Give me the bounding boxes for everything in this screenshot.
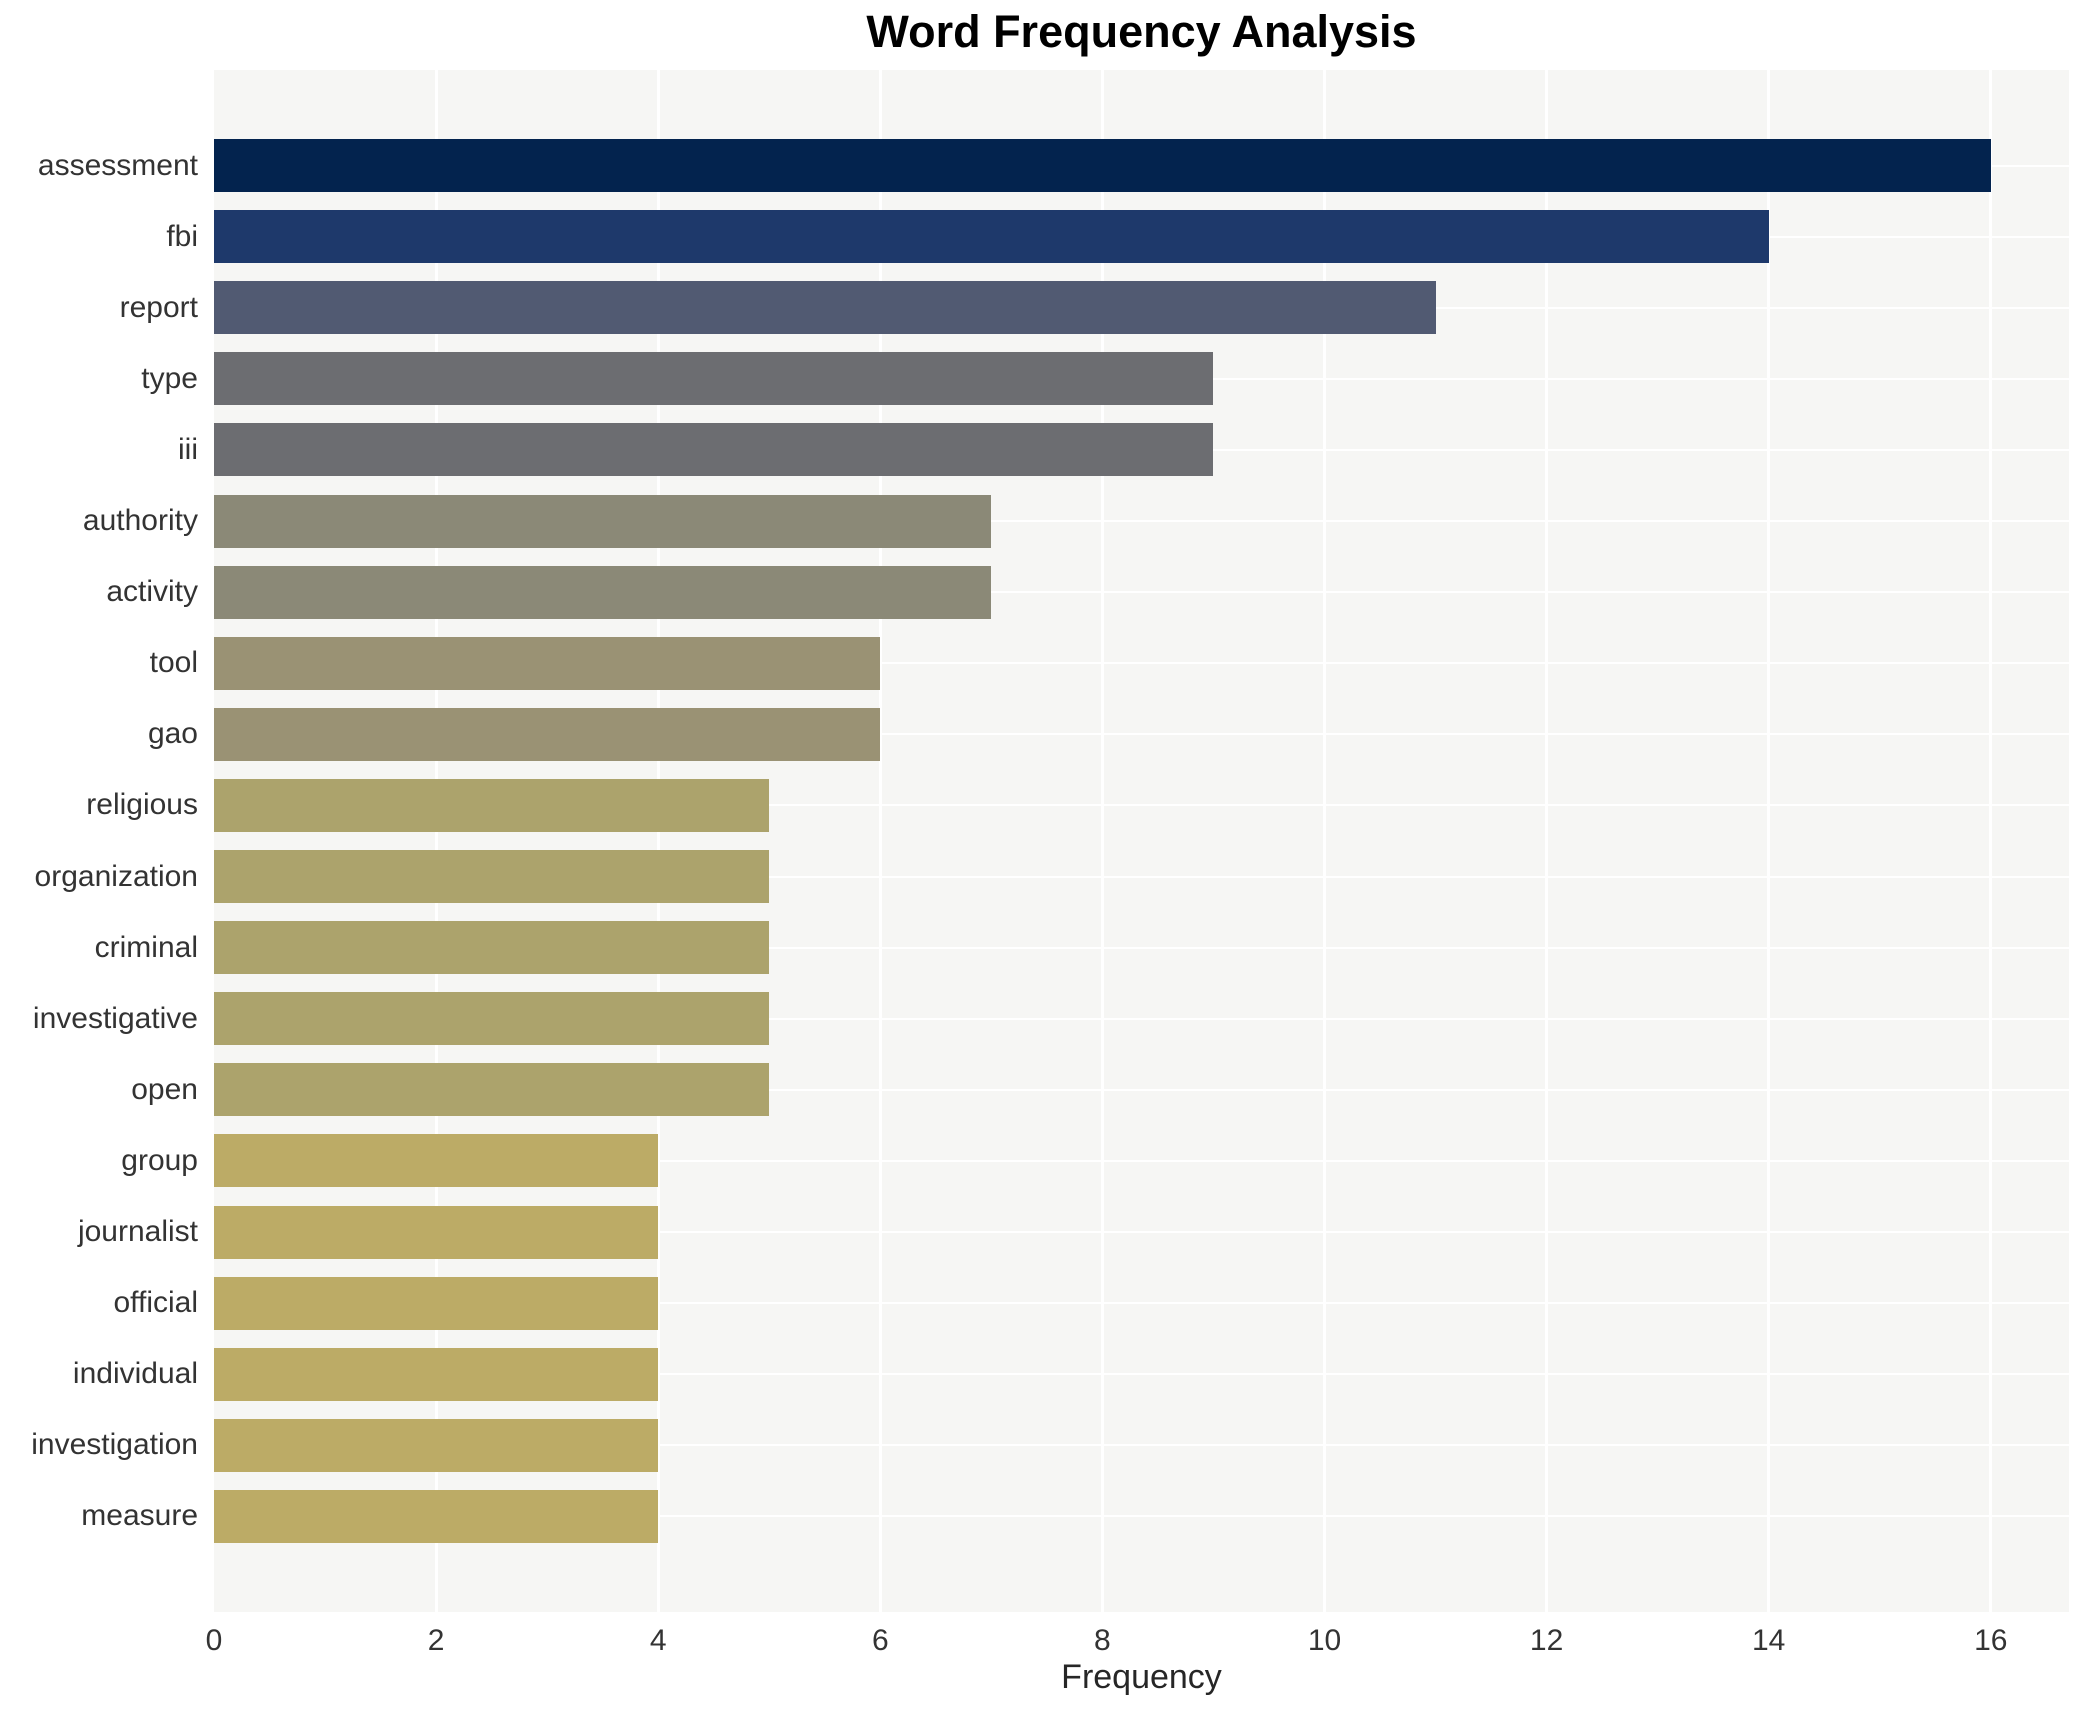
plot-panel [214,70,2069,1612]
category-label-activity: activity [106,575,198,609]
category-label-open: open [131,1072,198,1106]
gridline-horizontal [214,1515,2069,1518]
gridline-vertical [1989,70,1993,1612]
category-label-assessment: assessment [37,148,198,182]
bar-fbi [214,210,1769,264]
gridline-horizontal [214,591,2069,594]
bar-gao [214,707,881,761]
gridline-vertical [878,70,882,1612]
gridline-horizontal [214,520,2069,522]
gridline-vertical [1323,70,1326,1612]
gridline-vertical [434,70,438,1612]
gridline-horizontal [214,662,2069,665]
bar-measure [214,1489,659,1543]
category-label-organization: organization [34,859,198,893]
gridline-vertical [656,70,660,1612]
gridline-horizontal [214,1231,2069,1233]
bar-group [214,1134,659,1188]
bar-iii [214,423,1214,477]
bar-investigation [214,1418,659,1472]
x-tick-label: 2 [427,1624,445,1657]
gridline-horizontal [214,804,2069,807]
category-label-tool: tool [149,646,198,680]
x-tick-label: 10 [1307,1624,1342,1657]
x-tick-label: 8 [1094,1624,1111,1657]
gridline-horizontal [214,1017,2069,1020]
category-label-iii: iii [178,432,198,466]
bar-individual [214,1347,659,1401]
category-label-authority: authority [82,504,198,537]
x-tick-label: 4 [649,1624,667,1657]
category-label-measure: measure [81,1499,198,1533]
x-tick-label: 14 [1752,1624,1786,1657]
bar-report [214,281,1436,335]
x-tick-label: 16 [1974,1624,2008,1657]
x-axis-label: Frequency [1061,1658,1222,1696]
bar-type [214,352,1214,406]
category-label-fbi: fbi [166,219,198,253]
x-tick-label: 0 [205,1624,223,1657]
bar-authority [214,494,992,548]
gridline-horizontal [214,1373,2069,1376]
category-label-investigative: investigative [32,1001,198,1035]
x-tick-label: 12 [1529,1624,1564,1657]
category-label-type: type [141,361,198,395]
bar-investigative [214,992,770,1046]
category-label-criminal: criminal [94,930,198,964]
category-label-journalist: journalist [77,1215,198,1248]
gridline-vertical [1767,70,1771,1612]
gridline-horizontal [214,946,2069,949]
bar-criminal [214,921,770,975]
bar-open [214,1063,770,1117]
gridline-horizontal [214,1159,2069,1162]
category-label-investigation: investigation [31,1428,198,1462]
chart-title: Word Frequency Analysis [866,6,1417,57]
category-label-religious: religious [86,788,198,822]
category-label-official: official [113,1286,199,1320]
bar-tool [214,636,881,690]
gridline-horizontal [214,1302,2069,1305]
gridline-vertical [1545,70,1549,1612]
category-label-group: group [121,1143,198,1177]
gridline-vertical [1100,70,1104,1612]
gridline-horizontal [214,733,2069,736]
bar-assessment [214,139,1991,192]
x-tick-label: 6 [871,1624,889,1657]
gridline-horizontal [214,875,2069,878]
gridline-horizontal [214,1444,2069,1447]
bar-activity [214,565,992,619]
bar-official [214,1276,659,1330]
category-label-report: report [119,290,198,324]
category-label-individual: individual [72,1357,198,1391]
category-label-gao: gao [147,717,198,751]
bar-journalist [214,1205,659,1259]
bar-organization [214,850,770,903]
gridline-horizontal [214,1088,2069,1091]
bar-religious [214,778,770,832]
